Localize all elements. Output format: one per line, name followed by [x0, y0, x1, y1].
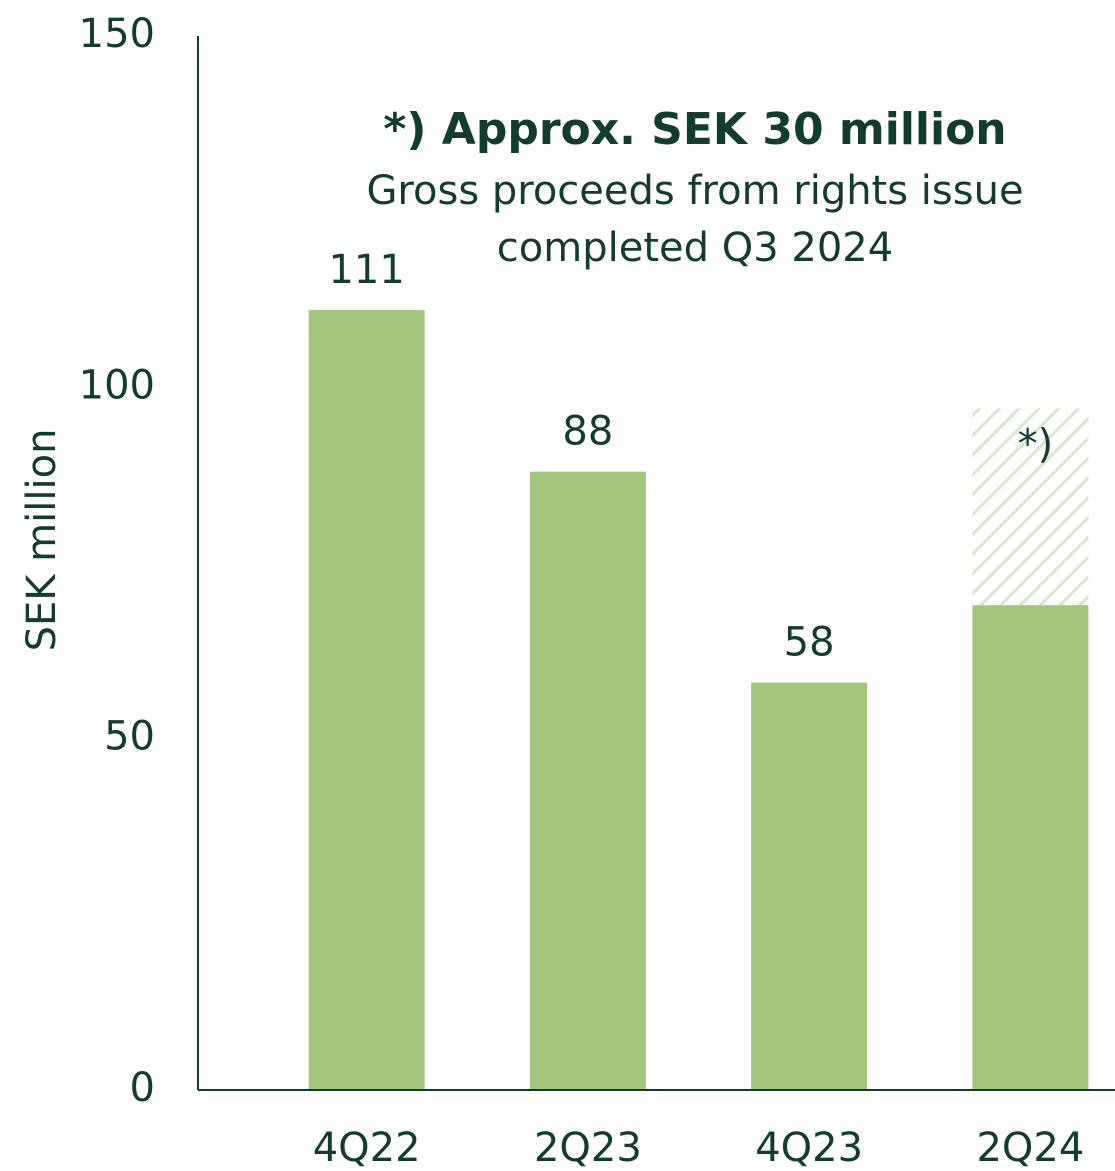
value-label: 88: [562, 409, 613, 455]
bar: [529, 471, 646, 1090]
x-tick-label: 2Q23: [534, 1125, 642, 1171]
bar: [972, 605, 1089, 1090]
bar: [308, 310, 425, 1090]
x-tick-label: 4Q23: [755, 1125, 863, 1171]
bar: [751, 682, 868, 1090]
x-tick-label: 4Q22: [313, 1125, 421, 1171]
x-tick-label: 2Q24: [976, 1125, 1084, 1171]
value-label: 58: [784, 619, 835, 665]
value-label: 111: [328, 247, 404, 293]
chart-subtitle: completed Q3 2024: [497, 225, 893, 271]
y-tick-label: 0: [130, 1065, 155, 1111]
y-axis-label: SEK million: [19, 429, 65, 652]
y-tick-label: 50: [104, 714, 155, 760]
chart-title: *) Approx. SEK 30 million: [383, 104, 1006, 155]
segment-marker: *): [1018, 421, 1054, 467]
y-tick-label: 150: [79, 11, 155, 57]
y-tick-label: 100: [79, 362, 155, 408]
chart-subtitle: Gross proceeds from rights issue: [366, 168, 1023, 214]
bar: [972, 408, 1089, 606]
